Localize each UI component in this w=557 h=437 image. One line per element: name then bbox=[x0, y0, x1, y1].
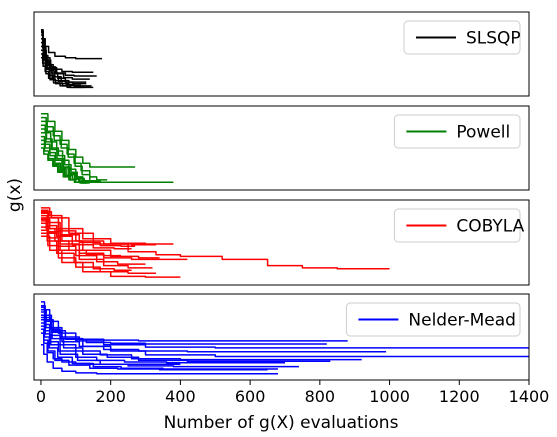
series-line-11 bbox=[41, 235, 181, 278]
series-line-10 bbox=[41, 147, 87, 184]
x-tick-label: 1200 bbox=[439, 387, 480, 406]
legend-label: Nelder-Mead bbox=[408, 311, 516, 331]
x-tick-label: 1000 bbox=[369, 387, 410, 406]
legend: COBYLA bbox=[393, 208, 525, 243]
panel-frame bbox=[33, 105, 530, 191]
x-tick-label: 600 bbox=[235, 387, 266, 406]
series-line-6 bbox=[41, 218, 160, 259]
x-axis-label: Number of g(X) evaluations bbox=[164, 413, 399, 433]
series-line-7 bbox=[41, 316, 331, 362]
panel-cobyla: COBYLA bbox=[33, 199, 530, 286]
panel-frame bbox=[33, 199, 530, 286]
x-tick-label: 400 bbox=[165, 387, 196, 406]
series-line-8 bbox=[41, 319, 285, 364]
series-line-4 bbox=[41, 308, 327, 345]
series-group bbox=[41, 113, 174, 184]
series-line-3 bbox=[41, 306, 348, 342]
legend-frame bbox=[403, 20, 521, 55]
series-group bbox=[41, 207, 390, 278]
legend-frame bbox=[393, 114, 521, 149]
series-group bbox=[41, 301, 529, 375]
x-tick-label: 800 bbox=[305, 387, 336, 406]
series-line-13 bbox=[41, 332, 181, 366]
series-line-8 bbox=[41, 139, 92, 183]
series-line-1 bbox=[41, 30, 102, 60]
panel-frame bbox=[33, 293, 530, 381]
x-tick-label: 200 bbox=[95, 387, 126, 406]
series-line-11 bbox=[41, 328, 268, 371]
series-line-2 bbox=[41, 207, 174, 245]
panel-frame bbox=[33, 11, 530, 97]
series-line-3 bbox=[41, 120, 174, 183]
series-group bbox=[41, 28, 102, 89]
series-line-10 bbox=[41, 325, 278, 370]
legend-label: COBYLA bbox=[456, 217, 524, 237]
panel-powell: Powell bbox=[33, 105, 530, 191]
legend-label: Powell bbox=[456, 123, 510, 143]
panel-slsqp: SLSQP bbox=[33, 11, 530, 97]
series-line-10 bbox=[41, 57, 94, 89]
series-line-9 bbox=[41, 322, 299, 368]
series-line-5 bbox=[41, 311, 387, 353]
legend: Nelder-Mead bbox=[345, 302, 521, 337]
chart-panels: SLSQP Powell COBYLA Nelder-Mead bbox=[33, 11, 530, 381]
x-axis: 0 200 400 600 800 1000 1200 1400 bbox=[36, 380, 549, 406]
legend-frame bbox=[393, 208, 521, 243]
panel-nelder-mead: Nelder-Mead bbox=[33, 293, 530, 381]
series-line-8 bbox=[41, 49, 92, 87]
legend-frame bbox=[345, 302, 521, 337]
legend-label: SLSQP bbox=[466, 29, 521, 49]
x-tick-label: 1400 bbox=[509, 387, 550, 406]
series-line-6 bbox=[41, 314, 362, 361]
series-line-1 bbox=[41, 301, 529, 349]
x-tick-label: 0 bbox=[36, 387, 46, 406]
y-axis-label: g(x) bbox=[5, 178, 25, 212]
series-line-12 bbox=[41, 344, 278, 375]
legend: SLSQP bbox=[403, 20, 521, 55]
legend: Powell bbox=[393, 114, 521, 149]
series-line-2 bbox=[41, 116, 108, 181]
series-line-13 bbox=[41, 220, 188, 261]
series-line-1 bbox=[41, 210, 390, 270]
